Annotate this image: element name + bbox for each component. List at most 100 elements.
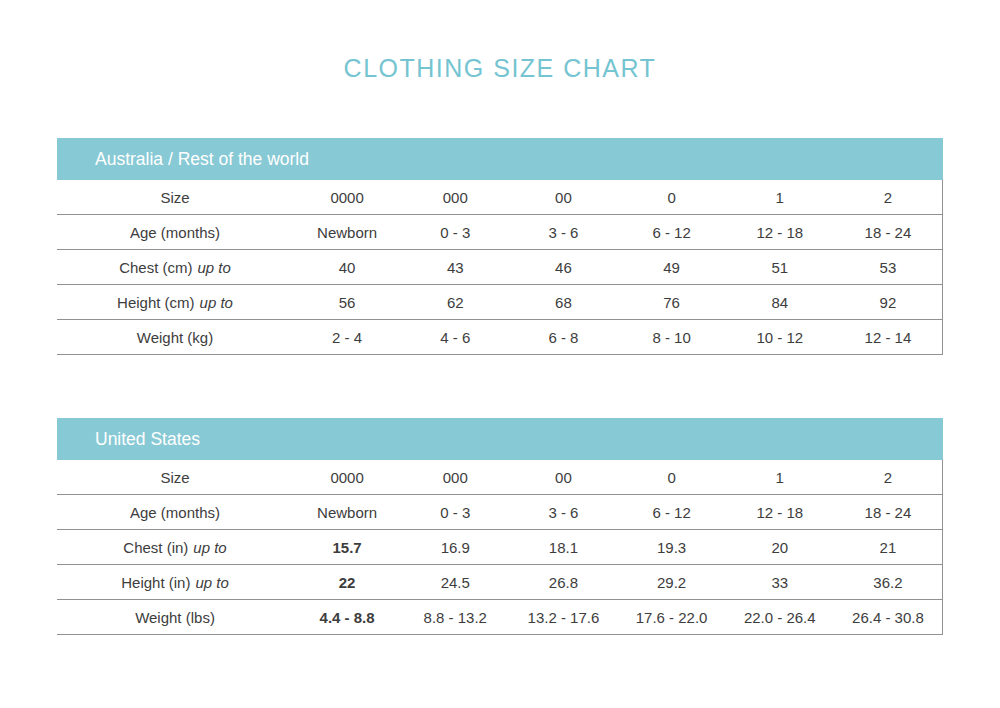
value-cell: 0 - 3 (401, 215, 509, 249)
table-row: Height (in)up to2224.526.829.23336.2 (57, 565, 942, 600)
value-cell: 36.2 (834, 565, 942, 599)
row-label: Age (months) (57, 495, 293, 529)
row-label-text: Age (months) (130, 224, 220, 241)
value-cell: 4.4 - 8.8 (293, 600, 401, 634)
row-label-suffix: up to (200, 294, 233, 311)
value-cell: 56 (293, 285, 401, 319)
row-label: Weight (kg) (57, 320, 293, 354)
row-label-text: Height (in) (121, 574, 190, 591)
value-cell: 000 (401, 180, 509, 214)
value-cell: 6 - 12 (618, 215, 726, 249)
table-row: Size000000000012 (57, 180, 942, 215)
row-label: Chest (in) up to (57, 530, 293, 564)
row-label-text: Weight (kg) (137, 329, 213, 346)
value-cell: 76 (618, 285, 726, 319)
row-label: Size (57, 460, 293, 494)
row-label: Weight (lbs) (57, 600, 293, 634)
value-cell: 18.1 (509, 530, 617, 564)
value-cell: 2 (834, 460, 942, 494)
value-cell: 1 (726, 460, 834, 494)
table-header-band: Australia / Rest of the world (57, 138, 943, 180)
row-label-suffix: up to (197, 259, 230, 276)
value-cell: 21 (834, 530, 942, 564)
value-cell: 18 - 24 (834, 495, 942, 529)
value-cell: 2 (834, 180, 942, 214)
value-cell: 20 (726, 530, 834, 564)
value-cell: 2 - 4 (293, 320, 401, 354)
row-label: Height (cm) up to (57, 285, 293, 319)
value-cell: 0 (618, 460, 726, 494)
value-cell: 0000 (293, 180, 401, 214)
table-header-band: United States (57, 418, 943, 460)
row-label: Age (months) (57, 215, 293, 249)
value-cell: 40 (293, 250, 401, 284)
value-cell: 29.2 (618, 565, 726, 599)
value-cell: 15.7 (293, 530, 401, 564)
row-label-text: Height (cm) (117, 294, 195, 311)
value-cell: 00 (509, 180, 617, 214)
row-label-text: Age (months) (130, 504, 220, 521)
table-row: Weight (lbs)4.4 - 8.88.8 - 13.213.2 - 17… (57, 600, 942, 635)
value-cell: 6 - 8 (509, 320, 617, 354)
table-header-label: Australia / Rest of the world (95, 149, 309, 170)
table-row: Height (cm) up to 566268768492 (57, 285, 942, 320)
value-cell: 1 (726, 180, 834, 214)
row-label-text: Size (160, 189, 189, 206)
value-cell: 24.5 (401, 565, 509, 599)
value-cell: 17.6 - 22.0 (618, 600, 726, 634)
value-cell: 6 - 12 (618, 495, 726, 529)
value-cell: 18 - 24 (834, 215, 942, 249)
value-cell: 12 - 18 (726, 215, 834, 249)
table-rows: Size000000000012Age (months)Newborn0 - 3… (57, 460, 943, 635)
table-header-label: United States (95, 429, 200, 450)
value-cell: 51 (726, 250, 834, 284)
row-label: Chest (cm) up to (57, 250, 293, 284)
value-cell: 8 - 10 (618, 320, 726, 354)
table-row: Age (months) Newborn0 - 33 - 66 - 1212 - … (57, 215, 942, 250)
value-cell: 3 - 6 (509, 215, 617, 249)
value-cell: 62 (401, 285, 509, 319)
value-cell: Newborn (293, 495, 401, 529)
value-cell: 00 (509, 460, 617, 494)
size-table-australia: Australia / Rest of the world Size000000… (57, 138, 943, 355)
value-cell: 0 (618, 180, 726, 214)
row-label-text: Size (160, 469, 189, 486)
value-cell: 46 (509, 250, 617, 284)
value-cell: 12 - 14 (834, 320, 942, 354)
table-row: Chest (in) up to 15.716.918.119.32021 (57, 530, 942, 565)
value-cell: 43 (401, 250, 509, 284)
page-title: CLOTHING SIZE CHART (0, 54, 1000, 83)
value-cell: 13.2 - 17.6 (509, 600, 617, 634)
table-rows: Size000000000012Age (months)Newborn0 - 3… (57, 180, 943, 355)
value-cell: 68 (509, 285, 617, 319)
row-label-suffix: up to (195, 574, 228, 591)
row-label: Height (in) up to (57, 565, 293, 599)
value-cell: 16.9 (401, 530, 509, 564)
table-row: Weight (kg) 2 - 44 - 66 - 88 - 1010 - 121… (57, 320, 942, 355)
value-cell: 0 - 3 (401, 495, 509, 529)
row-label-suffix: up to (193, 539, 226, 556)
value-cell: 12 - 18 (726, 495, 834, 529)
row-label-text: Chest (in) (123, 539, 188, 556)
size-table-united-states: United States Size000000000012Age (month… (57, 418, 943, 635)
clothing-size-chart-page: CLOTHING SIZE CHART Australia / Rest of … (0, 0, 1000, 708)
value-cell: 92 (834, 285, 942, 319)
value-cell: 53 (834, 250, 942, 284)
value-cell: 22 (293, 565, 401, 599)
value-cell: Newborn (293, 215, 401, 249)
value-cell: 22.0 - 26.4 (726, 600, 834, 634)
value-cell: 3 - 6 (509, 495, 617, 529)
value-cell: 000 (401, 460, 509, 494)
table-row: Size000000000012 (57, 460, 942, 495)
value-cell: 10 - 12 (726, 320, 834, 354)
value-cell: 26.8 (509, 565, 617, 599)
value-cell: 49 (618, 250, 726, 284)
value-cell: 26.4 - 30.8 (834, 600, 942, 634)
value-cell: 84 (726, 285, 834, 319)
row-label-text: Weight (lbs) (135, 609, 215, 626)
table-row: Age (months) Newborn0 - 33 - 66 - 1212 - … (57, 495, 942, 530)
value-cell: 4 - 6 (401, 320, 509, 354)
value-cell: 19.3 (618, 530, 726, 564)
row-label-text: Chest (cm) (119, 259, 192, 276)
value-cell: 0000 (293, 460, 401, 494)
